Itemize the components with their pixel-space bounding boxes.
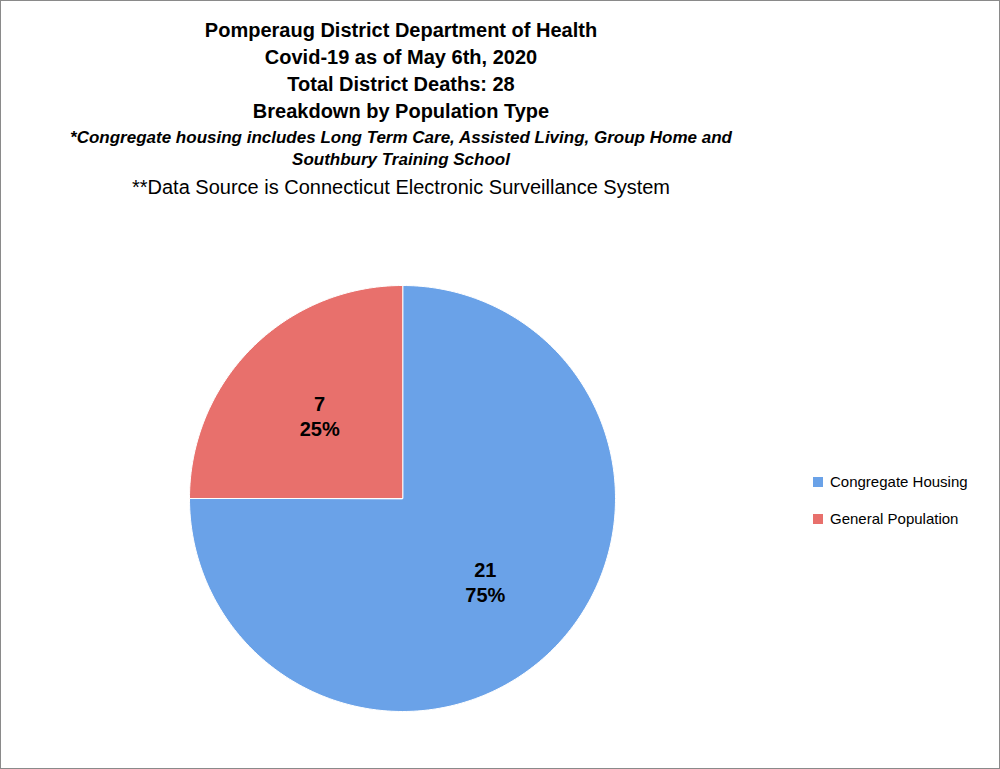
html-text:Pomperaug District Department: Pomperaug District Department of Health <box>204 19 598 41</box>
html-text:*Congregate housing includes L: *Congregate housing includes Long Term C… <box>70 128 732 169</box>
html-text:Breakdown by Population Type: Breakdown by Population Type <box>252 100 550 122</box>
html-text:**Data Source is Connecticut E: **Data Source is Connecticut Electronic … <box>132 176 670 198</box>
svg-text:2175%: 2175% <box>465 559 505 606</box>
html-text:General Population: General Population <box>830 510 959 527</box>
html-text:Covid-19 as of May 6th, 2020: Covid-19 as of May 6th, 2020 <box>264 46 538 68</box>
html-text:Congregate Housing: Congregate Housing <box>830 473 968 490</box>
html-text:Total District Deaths: 28: Total District Deaths: 28 <box>287 73 515 95</box>
svg-text:725%: 725% <box>300 393 340 440</box>
